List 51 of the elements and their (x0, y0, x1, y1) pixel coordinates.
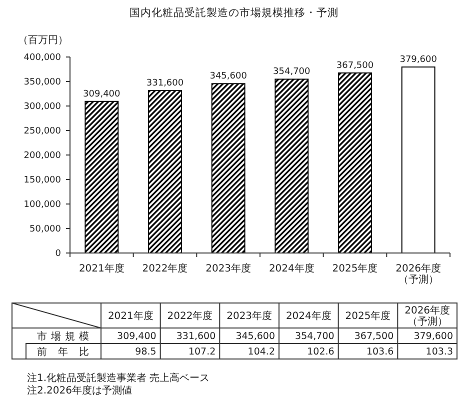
x-tick-label: 2025年度 (332, 262, 378, 274)
bar (148, 90, 182, 254)
data-label: 107.2 (188, 346, 216, 358)
category-label: 2021年度 (108, 311, 154, 322)
y-tick-label: 350,000 (24, 78, 62, 88)
bar (274, 78, 309, 254)
data-label: 309,400 (83, 89, 121, 100)
text: 注1.化粧品受託製造事業者 売上高ベース (27, 372, 210, 384)
data-label: 103.6 (366, 346, 394, 358)
bar (338, 72, 372, 254)
category-label: 2025年度 (345, 311, 391, 322)
text: 331,600 (176, 331, 216, 342)
y-tick-label: 200,000 (24, 151, 62, 162)
x-tick-label: 2023年度 (206, 262, 252, 274)
y-tick-label: 50,000 (30, 224, 62, 235)
category-label: 2024年度 (286, 311, 332, 322)
y-tick-label: 300,000 (24, 102, 62, 112)
bar (211, 83, 246, 254)
y-tick-label: 400,000 (24, 53, 62, 64)
y-tick-label: 100,000 (24, 200, 62, 210)
data-label: 367,500 (336, 60, 374, 71)
category-label: 2023年度 (226, 311, 272, 322)
x-tick-label: 2026年度（予測） (396, 262, 442, 286)
y-tick-label: 150,000 (24, 176, 62, 186)
x-tick-label: 2024年度 (268, 262, 314, 274)
text: 354,700 (295, 331, 334, 342)
data-label: 102.6 (307, 346, 334, 358)
y-tick-label: 0 (55, 249, 62, 260)
y-axis-title: （百万円） (18, 35, 68, 46)
text: 309,400 (117, 331, 156, 342)
data-label: 331,600 (146, 78, 184, 89)
bar (401, 66, 436, 254)
category-label: 2026年度（予測） (404, 306, 450, 328)
text: 379,600 (414, 331, 453, 342)
x-tick-label: 2022年度 (142, 262, 188, 274)
y-tick-label: 250,000 (24, 126, 62, 137)
data-label: 354,700 (273, 67, 311, 78)
text: 前年比 (37, 346, 89, 358)
text: 345,600 (236, 331, 275, 342)
text: 367,500 (354, 331, 394, 342)
x-tick-label: 2021年度 (78, 262, 124, 274)
data-label: 345,600 (210, 72, 248, 82)
bar (84, 100, 119, 254)
chart-title: 国内化粧品受託製造の市場規模推移・予測 (130, 6, 338, 19)
data-label: 104.2 (248, 346, 275, 358)
category-label: 2022年度 (167, 311, 213, 322)
data-label: 98.5 (135, 346, 156, 358)
data-label: 379,600 (400, 54, 438, 65)
text: 市場規模 (37, 330, 89, 342)
data-label: 103.3 (426, 346, 453, 358)
text: 注2.2026年度は予測値 (27, 384, 132, 396)
